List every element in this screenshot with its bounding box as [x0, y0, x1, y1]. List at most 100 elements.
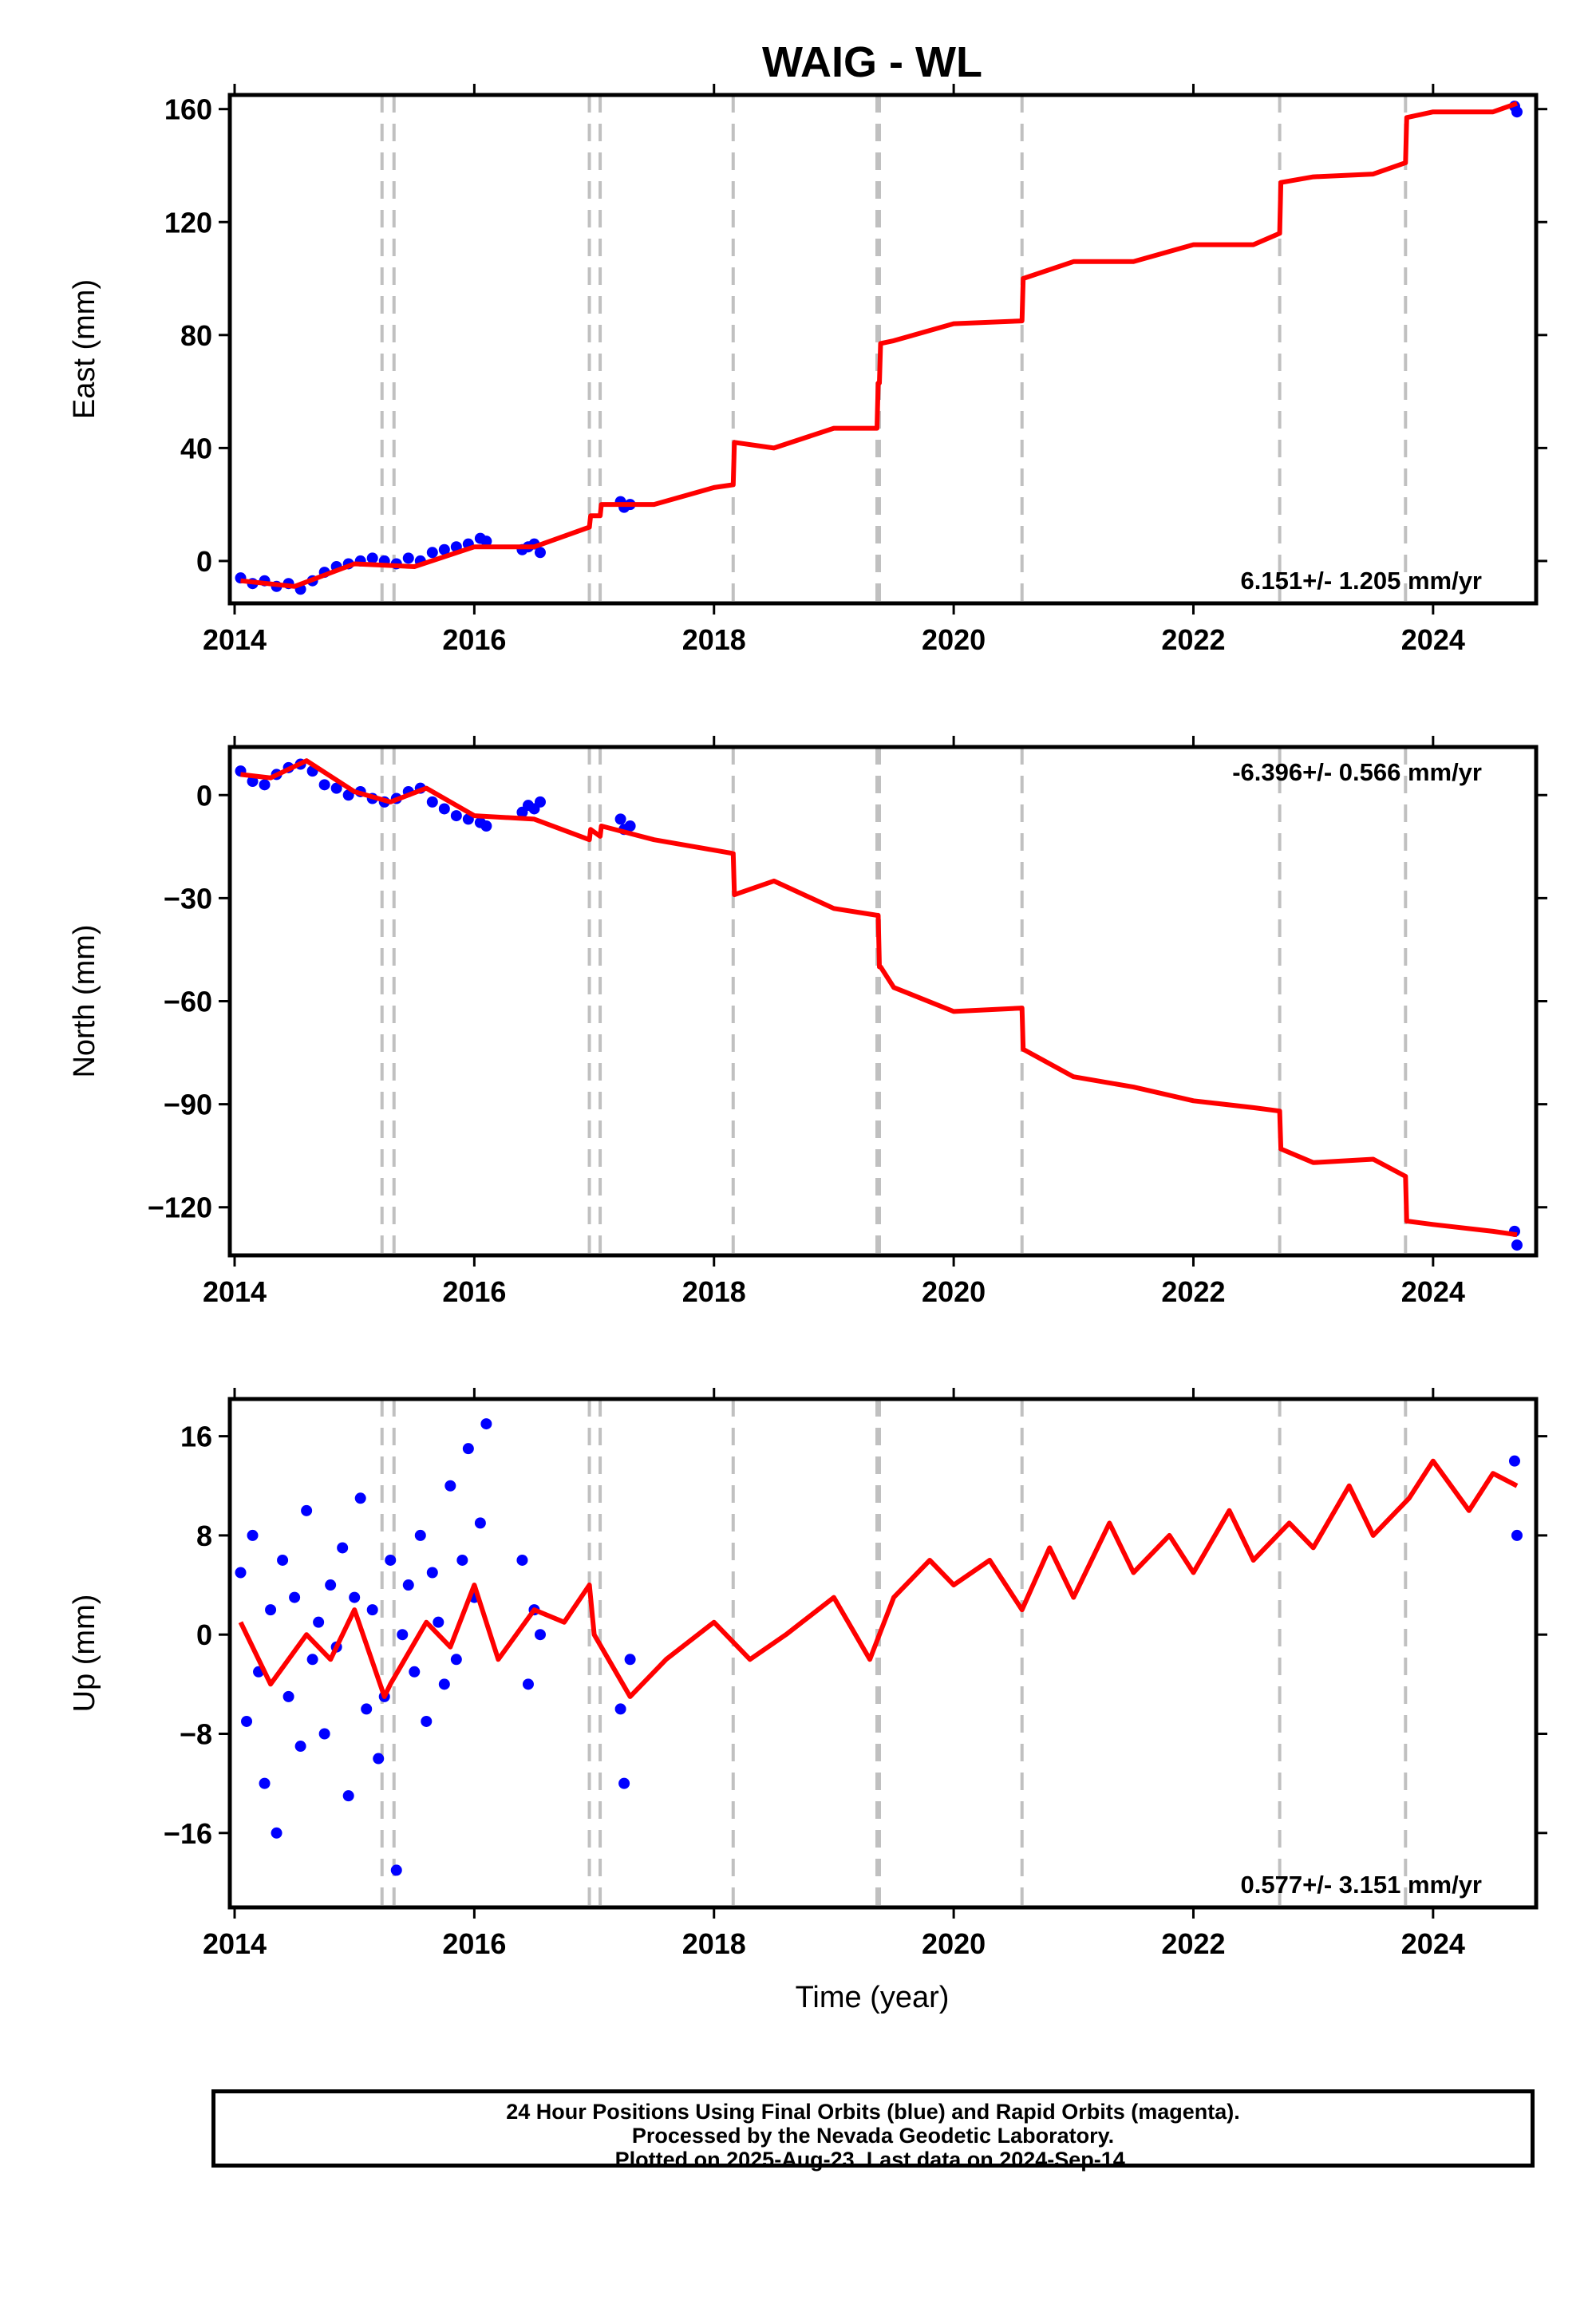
- plot-area: [235, 101, 1523, 595]
- data-point: [325, 1579, 337, 1591]
- x-tick-label: 2020: [922, 1927, 986, 1960]
- data-point: [385, 1554, 397, 1566]
- footer-line-orbits: 24 Hour Positions Using Final Orbits (bl…: [506, 2100, 1240, 2124]
- data-point: [366, 552, 378, 564]
- data-point: [366, 1604, 378, 1616]
- data-point: [313, 1616, 325, 1628]
- model-line: [240, 758, 1518, 1238]
- plot-area: [235, 1418, 1523, 1876]
- data-point: [282, 1690, 294, 1702]
- y-tick-label: 0: [196, 1618, 212, 1651]
- data-point: [306, 1654, 318, 1666]
- x-axis-label: Time (year): [796, 1981, 950, 2014]
- x-tick-label: 2016: [442, 623, 506, 656]
- data-point: [1508, 1455, 1520, 1467]
- panel-frame: [227, 93, 1539, 606]
- data-point: [474, 1517, 486, 1529]
- y-axis-label: Up (mm): [68, 1595, 101, 1713]
- data-point: [330, 782, 342, 794]
- data-point: [534, 547, 546, 559]
- x-tick-label: 2014: [203, 623, 267, 656]
- y-tick-label: 0: [196, 779, 212, 812]
- y-axis-label: North (mm): [68, 924, 101, 1077]
- data-point: [522, 1678, 534, 1690]
- data-point: [618, 1777, 630, 1789]
- data-point: [349, 1591, 361, 1603]
- data-point: [480, 1418, 492, 1430]
- data-point: [241, 1715, 253, 1727]
- data-point: [337, 1542, 349, 1554]
- data-point: [397, 1629, 409, 1641]
- data-point: [235, 1567, 247, 1579]
- data-point: [438, 543, 450, 555]
- y-tick-label: −120: [148, 1192, 212, 1224]
- data-point: [247, 1529, 259, 1541]
- panel-frame: [227, 745, 1539, 1258]
- y-tick-label: 40: [180, 432, 212, 464]
- data-point: [301, 1504, 313, 1516]
- data-point: [624, 820, 636, 832]
- y-tick-label: −60: [164, 986, 212, 1018]
- rate-annotation: 6.151+/- 1.205 mm/yr: [1241, 567, 1482, 595]
- data-point: [421, 1715, 433, 1727]
- data-point: [450, 1654, 462, 1666]
- data-point: [318, 1728, 330, 1740]
- data-point: [444, 1480, 456, 1492]
- data-point: [438, 803, 450, 815]
- data-point: [294, 1741, 306, 1753]
- data-point: [354, 1492, 366, 1504]
- data-point: [1511, 1529, 1523, 1541]
- data-point: [456, 1554, 468, 1566]
- data-point: [516, 1554, 528, 1566]
- y-tick-label: 80: [180, 319, 212, 352]
- data-point: [271, 1827, 282, 1839]
- x-tick-label: 2016: [442, 1927, 506, 1960]
- data-point: [390, 1864, 402, 1876]
- data-point: [438, 1678, 450, 1690]
- data-point: [462, 1443, 474, 1455]
- data-point: [277, 1554, 289, 1566]
- x-tick-label: 2014: [203, 1927, 267, 1960]
- data-point: [414, 1529, 426, 1541]
- data-point: [289, 1591, 301, 1603]
- data-point: [373, 1753, 385, 1765]
- x-tick-label: 2020: [922, 623, 986, 656]
- x-tick-label: 2016: [442, 1275, 506, 1308]
- east-panel: 2014 2016 2018 2020 2022 2024 0 40 80 120 160 East …: [68, 84, 1547, 656]
- data-point: [342, 1790, 354, 1802]
- data-point: [265, 1604, 277, 1616]
- data-point: [624, 1654, 636, 1666]
- x-tick-label: 2024: [1401, 1927, 1465, 1960]
- data-point: [480, 536, 492, 547]
- data-point: [361, 1703, 373, 1715]
- plot-area: [235, 758, 1523, 1251]
- footer-box: 24 Hour Positions Using Final Orbits (bl…: [211, 2089, 1535, 2172]
- x-tick-label: 2022: [1161, 1927, 1225, 1960]
- y-tick-label: 8: [196, 1520, 212, 1552]
- data-point: [614, 813, 626, 825]
- footer-line-plotted: Plotted on 2025-Aug-23. Last data on 202…: [614, 2148, 1132, 2172]
- x-tick-label: 2024: [1401, 623, 1465, 656]
- y-tick-label: 160: [164, 93, 212, 126]
- y-tick-label: −90: [164, 1089, 212, 1121]
- data-point: [1511, 1239, 1523, 1251]
- data-point: [402, 552, 414, 564]
- data-point: [402, 1579, 414, 1591]
- model-line: [238, 1458, 1519, 1699]
- y-tick-label: 16: [180, 1421, 212, 1453]
- y-tick-label: −16: [164, 1817, 212, 1850]
- y-tick-label: −30: [164, 882, 212, 915]
- x-tick-label: 2024: [1401, 1275, 1465, 1308]
- x-tick-label: 2022: [1161, 1275, 1225, 1308]
- up-panel: 2014 2016 2018 2020 2022 2024 16 8 0 −8 −16 Up (mm)…: [68, 1388, 1547, 1960]
- data-point: [480, 820, 492, 832]
- model-line: [240, 101, 1518, 589]
- data-point: [426, 547, 438, 559]
- rate-annotation: 0.577+/- 3.151 mm/yr: [1241, 1871, 1482, 1899]
- panel-frame: [227, 1397, 1539, 1910]
- y-axis-label: East (mm): [68, 279, 101, 419]
- data-point: [259, 1777, 271, 1789]
- x-tick-label: 2018: [682, 1927, 746, 1960]
- x-tick-label: 2018: [682, 1275, 746, 1308]
